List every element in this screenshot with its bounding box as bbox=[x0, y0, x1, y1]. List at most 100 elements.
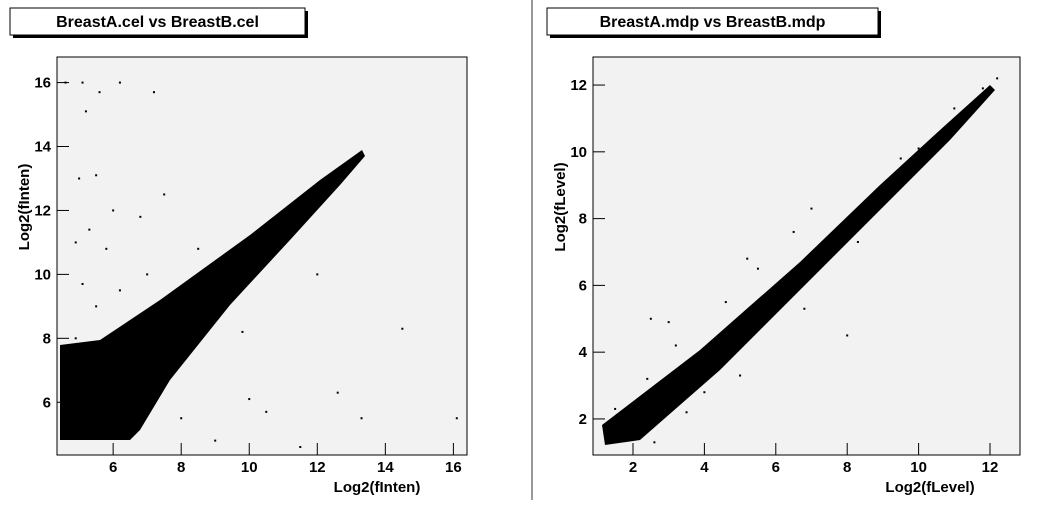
point bbox=[674, 344, 677, 347]
y-tick-label: 6 bbox=[43, 394, 51, 411]
point bbox=[631, 417, 634, 420]
point bbox=[336, 391, 339, 394]
point bbox=[248, 398, 251, 401]
point bbox=[282, 241, 285, 244]
point bbox=[78, 369, 81, 372]
point bbox=[146, 356, 149, 359]
y-axis-label: Log2(fInten) bbox=[16, 164, 33, 251]
chart-title: BreastA.cel vs BreastB.cel bbox=[56, 14, 259, 31]
point bbox=[917, 147, 920, 150]
x-tick-label: 12 bbox=[309, 459, 326, 476]
point bbox=[118, 81, 121, 84]
title-box bbox=[546, 7, 879, 36]
point bbox=[129, 353, 132, 356]
y-tick-label: 12 bbox=[570, 77, 587, 94]
point bbox=[118, 289, 121, 292]
point bbox=[78, 177, 81, 180]
x-tick-label: 6 bbox=[109, 459, 117, 476]
point bbox=[241, 330, 244, 333]
point bbox=[703, 391, 706, 394]
point bbox=[614, 407, 617, 410]
chart-title: BreastA.mdp vs BreastB.mdp bbox=[600, 14, 826, 31]
point bbox=[197, 247, 200, 250]
point bbox=[214, 439, 217, 442]
y-tick-label: 16 bbox=[34, 75, 51, 92]
y-tick-label: 12 bbox=[34, 202, 51, 219]
point bbox=[817, 267, 820, 270]
point bbox=[774, 284, 777, 287]
point bbox=[146, 273, 149, 276]
point bbox=[88, 228, 91, 231]
point bbox=[756, 267, 759, 270]
point bbox=[746, 257, 749, 260]
point bbox=[74, 241, 77, 244]
point bbox=[74, 337, 77, 340]
x-tick-label: 10 bbox=[910, 459, 927, 476]
point bbox=[95, 305, 98, 308]
point bbox=[935, 137, 938, 140]
y-tick-label: 10 bbox=[34, 266, 51, 283]
point bbox=[810, 207, 813, 210]
point bbox=[881, 194, 884, 197]
point bbox=[455, 417, 458, 420]
frame bbox=[592, 56, 1021, 456]
title-box bbox=[9, 7, 306, 36]
y-tick-label: 8 bbox=[579, 211, 587, 228]
x-tick-label: 4 bbox=[700, 459, 709, 476]
x-tick-label: 2 bbox=[629, 459, 637, 476]
point bbox=[265, 410, 268, 413]
x-axis-label: Log2(fLevel) bbox=[885, 479, 974, 496]
chart-layer: BreastA.cel vs BreastB.cel 6 8 10 12 14 16 6 8 10… bbox=[9, 7, 1021, 496]
frame bbox=[56, 56, 468, 456]
point bbox=[163, 369, 166, 372]
point bbox=[81, 282, 84, 285]
point bbox=[667, 321, 670, 324]
point bbox=[953, 107, 956, 110]
point bbox=[846, 334, 849, 337]
y-tick-label: 14 bbox=[34, 139, 51, 156]
point bbox=[152, 91, 155, 94]
y-tick-label: 8 bbox=[43, 330, 51, 347]
point bbox=[214, 298, 217, 301]
x-tick-label: 10 bbox=[241, 459, 258, 476]
point bbox=[856, 240, 859, 243]
point bbox=[646, 377, 649, 380]
point bbox=[996, 77, 999, 80]
y-tick-label: 10 bbox=[570, 144, 587, 161]
point bbox=[299, 446, 302, 449]
y-tick-label: 2 bbox=[579, 411, 587, 428]
point bbox=[899, 157, 902, 160]
point bbox=[84, 110, 87, 113]
x-tick-label: 6 bbox=[772, 459, 780, 476]
point bbox=[95, 174, 98, 177]
point bbox=[649, 317, 652, 320]
point bbox=[610, 431, 613, 434]
point bbox=[139, 215, 142, 218]
point bbox=[316, 273, 319, 276]
point bbox=[81, 81, 84, 84]
y-tick-label: 6 bbox=[579, 277, 587, 294]
point bbox=[724, 301, 727, 304]
x-tick-label: 14 bbox=[377, 459, 394, 476]
point bbox=[105, 247, 108, 250]
point bbox=[653, 441, 656, 444]
point bbox=[803, 307, 806, 310]
density-cloud bbox=[60, 150, 365, 440]
point bbox=[180, 417, 183, 420]
point bbox=[401, 327, 404, 330]
point bbox=[112, 209, 115, 212]
point bbox=[792, 230, 795, 233]
point bbox=[248, 273, 251, 276]
point bbox=[360, 417, 363, 420]
point bbox=[180, 318, 183, 321]
x-tick-label: 8 bbox=[843, 459, 851, 476]
x-tick-label: 8 bbox=[177, 459, 185, 476]
point bbox=[350, 161, 353, 164]
point bbox=[64, 81, 67, 84]
density-cloud bbox=[602, 85, 995, 445]
point bbox=[981, 87, 984, 90]
point bbox=[739, 374, 742, 377]
x-tick-label: 16 bbox=[445, 459, 462, 476]
point bbox=[846, 217, 849, 220]
